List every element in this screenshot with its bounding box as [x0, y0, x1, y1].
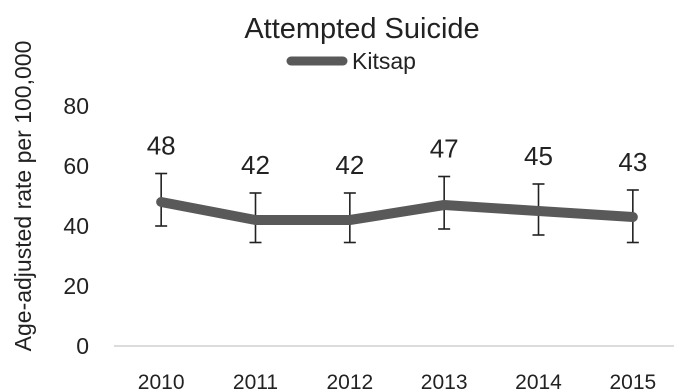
x-tick-label: 2012: [326, 371, 373, 392]
x-axis-ticks: 2010 2011 2012 2013 2014 2015: [138, 371, 656, 392]
y-tick-label: 80: [63, 93, 89, 119]
y-axis-ticks: 0 20 40 60 80: [63, 93, 89, 359]
x-tick-label: 2011: [233, 371, 278, 392]
data-label: 42: [335, 150, 364, 180]
chart-title: Attempted Suicide: [244, 13, 479, 45]
data-labels: 48 42 42 47 45 43: [147, 131, 648, 181]
x-tick-label: 2013: [421, 371, 468, 392]
x-tick-label: 2010: [138, 371, 185, 392]
y-tick-label: 0: [76, 333, 89, 359]
data-label: 45: [524, 141, 553, 171]
legend-label: Kitsap: [352, 48, 416, 74]
legend: Kitsap: [286, 48, 416, 74]
y-axis-label: Age-adjusted rate per 100,000: [10, 41, 36, 352]
x-tick-label: 2014: [515, 371, 562, 392]
data-label: 43: [618, 147, 647, 177]
x-tick-label: 2015: [609, 371, 656, 392]
data-label: 48: [147, 131, 176, 161]
data-label: 42: [241, 150, 270, 180]
y-tick-label: 40: [63, 213, 89, 239]
y-tick-label: 60: [63, 153, 89, 179]
y-tick-label: 20: [63, 273, 89, 299]
series-line-kitsap: [156, 197, 638, 225]
data-label: 47: [430, 134, 459, 164]
